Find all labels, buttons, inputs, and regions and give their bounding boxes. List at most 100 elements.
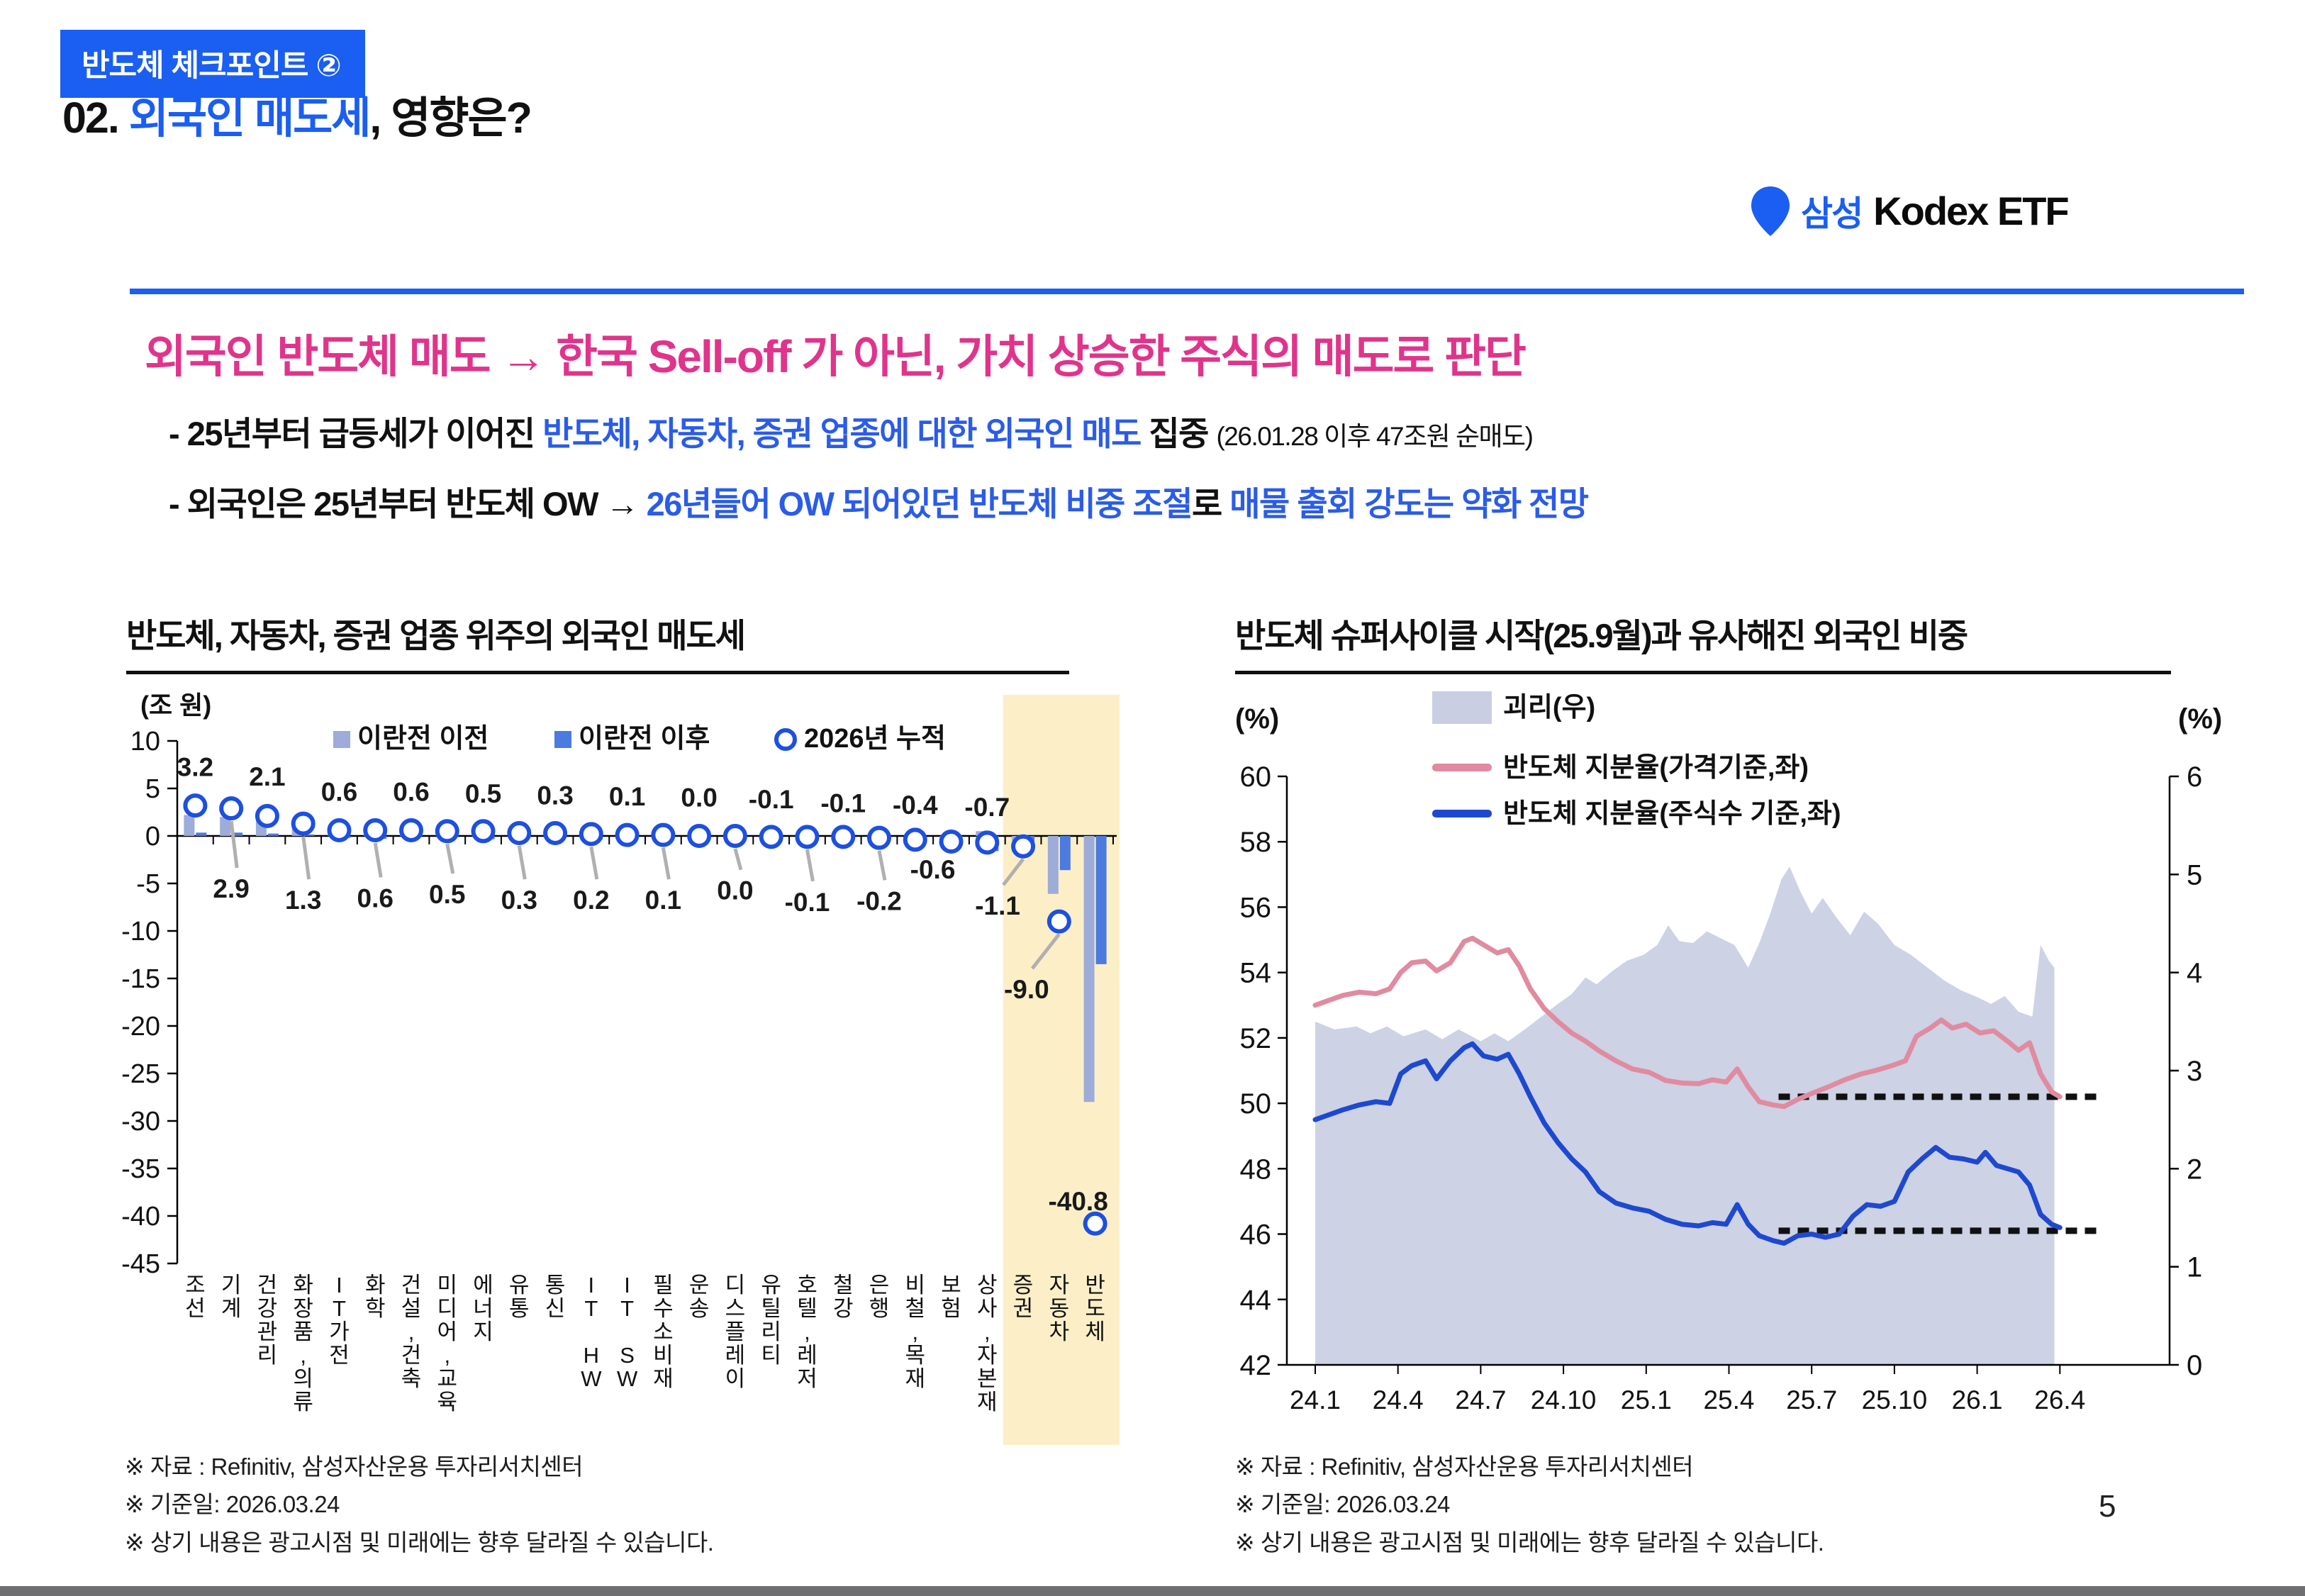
page-title-prefix: 02. [62,94,129,142]
svg-text:IT SW: IT SW [617,1273,638,1391]
svg-text:-45: -45 [121,1249,160,1279]
right-chart: (%) (%) 괴리(우) 반도체 지분율(가격기준,좌) 반도체 지분율(주식수 기준… [1235,691,2222,1414]
svg-text:2026년 누적: 2026년 누적 [804,724,946,754]
svg-text:-0.6: -0.6 [910,855,956,884]
svg-text:-30: -30 [121,1107,160,1137]
svg-text:-0.2: -0.2 [856,886,902,915]
svg-text:24.10: 24.10 [1531,1385,1597,1414]
svg-text:48: 48 [1240,1154,1272,1185]
footnote-line: ※ 기준일: 2026.03.24 [1235,1491,1450,1518]
svg-text:2: 2 [2187,1154,2202,1185]
svg-text:26.4: 26.4 [2034,1385,2085,1414]
svg-text:반도체 지분율(주식수 기준,좌): 반도체 지분율(주식수 기준,좌) [1503,799,1841,829]
headline: 외국인 반도체 매도 → 한국 Sell-off 가 아닌, 가치 상승한 주식… [145,331,1527,382]
svg-text:24.1: 24.1 [1290,1385,1341,1414]
svg-text:화학: 화학 [365,1273,386,1321]
page-title-suffix: , 영향은? [369,94,532,142]
svg-text:통신: 통신 [545,1273,566,1321]
svg-text:0.3: 0.3 [537,781,573,810]
page-title: 02. 외국인 매도세, 영향은? [62,82,532,145]
bullet-2: - 외국인은 25년부터 반도체 OW → 26년들어 OW 되어있던 반도체 … [169,485,1589,523]
svg-text:25.1: 25.1 [1621,1385,1672,1414]
svg-text:26.1: 26.1 [1952,1385,2003,1414]
svg-text:반도체 지분율(가격기준,좌): 반도체 지분율(가격기준,좌) [1503,753,1809,783]
svg-text:미디어,교육: 미디어,교육 [437,1273,458,1414]
svg-text:에너지: 에너지 [473,1273,493,1344]
footnote-line: ※ 상기 내용은 광고시점 및 미래에는 향후 달라질 수 있습니다. [1235,1529,1824,1556]
bullet-list: - 25년부터 급등세가 이어진 반도체, 자동차, 증권 업종에 대한 외국인… [169,415,1589,557]
left-chart-underline [126,671,1069,674]
svg-text:2.9: 2.9 [213,874,249,903]
svg-text:54: 54 [1240,958,1272,989]
svg-text:반도체: 반도체 [1085,1273,1105,1344]
svg-text:60: 60 [1240,761,1272,793]
svg-text:25.4: 25.4 [1703,1385,1754,1414]
left-chart: (조 원) 이란전 이전 이란전 이후 2026년 누적 10 5 0 -5 -10 -15 -20… [121,691,1120,1445]
svg-text:상사,자본재: 상사,자본재 [977,1273,998,1414]
brand-logo: 삼성 Kodex ETF [1751,186,2070,236]
svg-text:-0.7: -0.7 [964,793,1010,822]
page-number: 5 [2099,1489,2116,1524]
svg-text:0.6: 0.6 [321,777,357,806]
svg-text:5: 5 [2187,859,2202,891]
svg-text:-0.1: -0.1 [820,788,866,817]
svg-text:0.5: 0.5 [465,779,501,808]
droplet-icon [1751,186,1790,236]
svg-text:자동차: 자동차 [1049,1273,1070,1344]
svg-text:10: 10 [130,727,160,757]
left-chart-title: 반도체, 자동차, 증권 업종 위주의 외국인 매도세 [126,617,746,654]
svg-text:0.1: 0.1 [609,782,645,811]
svg-text:(%): (%) [2178,703,2222,735]
svg-text:0.3: 0.3 [501,886,537,915]
brand-korean: 삼성 [1801,195,1863,233]
svg-text:2.1: 2.1 [249,762,285,791]
svg-text:5: 5 [145,774,160,804]
svg-text:-15: -15 [121,964,160,994]
svg-text:-20: -20 [121,1012,160,1042]
svg-text:-0.1: -0.1 [749,785,794,814]
svg-text:25.7: 25.7 [1786,1385,1837,1414]
svg-text:46: 46 [1240,1220,1272,1251]
svg-text:이란전 이전: 이란전 이전 [357,724,489,754]
svg-text:3: 3 [2187,1056,2202,1087]
svg-text:기계: 기계 [221,1273,242,1321]
svg-text:44: 44 [1240,1285,1272,1316]
svg-text:0.6: 0.6 [393,777,429,806]
svg-text:비철,목재: 비철,목재 [905,1273,926,1391]
footnote-line: ※ 상기 내용은 광고시점 및 미래에는 향후 달라질 수 있습니다. [125,1529,714,1556]
svg-text:4: 4 [2187,958,2202,989]
svg-text:1: 1 [2187,1252,2202,1283]
svg-text:0.1: 0.1 [645,886,681,915]
svg-text:건설,건축: 건설,건축 [401,1273,422,1391]
svg-text:52: 52 [1240,1023,1272,1054]
svg-text:유통: 유통 [509,1273,530,1321]
svg-text:6: 6 [2187,761,2202,793]
bullet-1: - 25년부터 급등세가 이어진 반도체, 자동차, 증권 업종에 대한 외국인… [169,415,1534,452]
svg-text:증권: 증권 [1013,1273,1034,1321]
svg-text:보험: 보험 [941,1273,961,1321]
svg-text:50: 50 [1240,1088,1272,1120]
right-chart-underline [1235,671,2171,674]
svg-text:(조 원): (조 원) [140,691,211,720]
svg-text:0.2: 0.2 [573,886,609,915]
brand-latin: Kodex ETF [1873,189,2069,233]
right-chart-footnotes: ※ 자료 : Refinitiv, 삼성자산운용 투자리서치센터 ※ 기준일: 2… [1235,1448,1824,1561]
svg-text:0.0: 0.0 [681,783,717,812]
svg-text:56: 56 [1240,892,1272,923]
svg-text:0.6: 0.6 [357,883,394,913]
svg-text:24.7: 24.7 [1455,1385,1506,1414]
svg-text:IT HW: IT HW [581,1273,602,1391]
svg-text:-35: -35 [121,1154,160,1184]
svg-text:-40.8: -40.8 [1048,1187,1107,1216]
svg-text:-40: -40 [121,1202,160,1232]
svg-text:이란전 이후: 이란전 이후 [579,724,710,754]
svg-text:조선: 조선 [185,1273,206,1321]
svg-text:42: 42 [1240,1350,1272,1381]
svg-text:(%): (%) [1235,703,1279,735]
svg-text:은행: 은행 [869,1273,890,1321]
left-chart-footnotes: ※ 자료 : Refinitiv, 삼성자산운용 투자리서치센터 ※ 기준일: 2… [125,1448,714,1561]
